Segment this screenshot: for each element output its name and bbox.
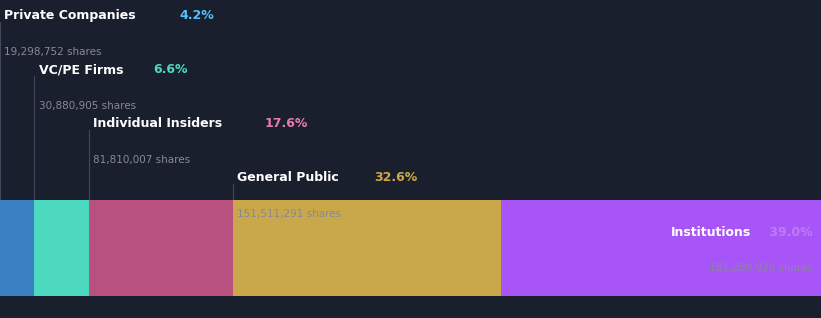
Text: 19,298,752 shares: 19,298,752 shares — [4, 47, 102, 57]
Text: General Public: General Public — [237, 171, 343, 184]
Text: 39.0%: 39.0% — [765, 225, 813, 238]
Text: 4.2%: 4.2% — [180, 9, 214, 22]
Text: 32.6%: 32.6% — [374, 171, 417, 184]
Bar — [501, 200, 821, 296]
Text: 17.6%: 17.6% — [265, 117, 309, 130]
Text: 181,289,920 shares: 181,289,920 shares — [709, 264, 813, 273]
Text: Private Companies: Private Companies — [4, 9, 140, 22]
Bar — [233, 200, 501, 296]
Bar — [34, 200, 89, 296]
Text: 6.6%: 6.6% — [154, 63, 188, 76]
Text: Institutions: Institutions — [671, 225, 751, 238]
Text: VC/PE Firms: VC/PE Firms — [39, 63, 127, 76]
Bar — [89, 200, 233, 296]
Text: 151,511,291 shares: 151,511,291 shares — [237, 210, 342, 219]
Text: Individual Insiders: Individual Insiders — [93, 117, 227, 130]
Text: 30,880,905 shares: 30,880,905 shares — [39, 101, 135, 111]
Text: 81,810,007 shares: 81,810,007 shares — [93, 156, 190, 165]
Bar — [0, 200, 34, 296]
